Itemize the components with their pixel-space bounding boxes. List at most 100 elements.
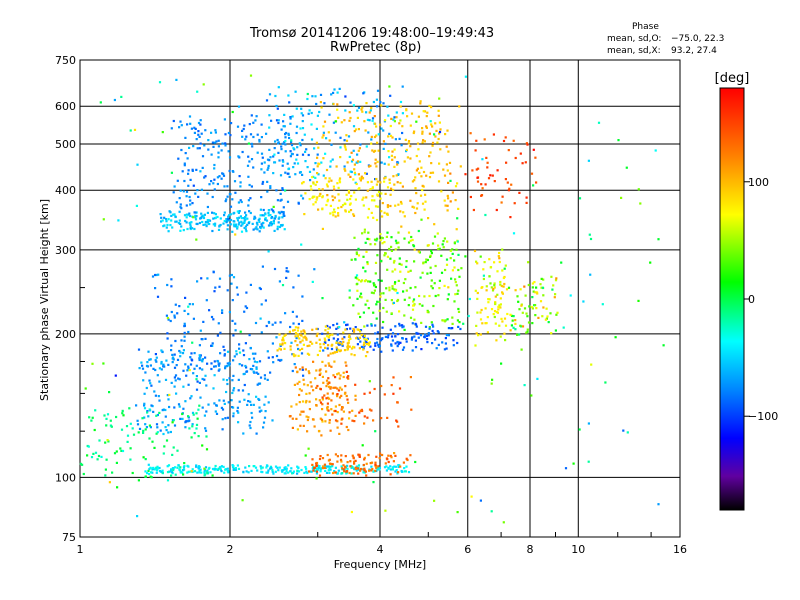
data-point bbox=[376, 205, 379, 208]
data-point bbox=[278, 225, 282, 229]
data-point bbox=[184, 420, 187, 423]
data-point bbox=[369, 462, 372, 465]
data-point bbox=[114, 374, 117, 377]
data-point bbox=[397, 342, 400, 346]
data-point bbox=[214, 213, 217, 216]
data-point bbox=[427, 332, 430, 335]
data-point bbox=[284, 342, 287, 345]
data-point bbox=[588, 233, 591, 236]
data-point bbox=[144, 423, 147, 426]
data-point bbox=[434, 294, 437, 298]
data-point bbox=[393, 452, 396, 455]
data-point bbox=[368, 111, 371, 114]
data-point bbox=[229, 218, 233, 222]
data-point bbox=[423, 208, 426, 211]
data-point bbox=[368, 165, 371, 168]
data-point bbox=[205, 470, 208, 473]
data-point bbox=[226, 470, 229, 473]
data-point bbox=[308, 372, 311, 375]
data-point bbox=[388, 289, 391, 292]
data-point bbox=[279, 192, 282, 195]
data-point bbox=[270, 119, 273, 122]
data-point bbox=[438, 97, 441, 100]
data-point bbox=[531, 322, 534, 325]
data-point bbox=[295, 125, 299, 128]
data-point bbox=[191, 303, 194, 306]
data-point bbox=[372, 419, 375, 422]
data-point bbox=[374, 158, 377, 161]
data-point bbox=[526, 330, 529, 333]
data-point bbox=[379, 295, 382, 298]
data-point bbox=[183, 339, 186, 342]
data-point bbox=[148, 472, 151, 476]
data-point bbox=[345, 364, 348, 367]
data-point bbox=[309, 340, 312, 343]
data-point bbox=[507, 286, 511, 289]
data-point bbox=[201, 155, 205, 158]
data-point bbox=[314, 176, 317, 179]
data-point bbox=[217, 228, 221, 231]
data-point bbox=[383, 177, 386, 180]
data-point bbox=[344, 169, 347, 172]
data-point bbox=[177, 403, 181, 406]
data-point bbox=[259, 225, 262, 229]
data-point bbox=[282, 339, 285, 342]
data-point bbox=[189, 225, 192, 228]
data-point bbox=[402, 461, 405, 464]
data-point bbox=[199, 123, 202, 126]
data-point bbox=[263, 171, 266, 174]
data-point bbox=[259, 317, 262, 320]
data-point bbox=[146, 411, 149, 414]
data-point bbox=[444, 133, 447, 136]
data-point bbox=[493, 180, 496, 183]
data-point bbox=[250, 469, 253, 472]
data-point bbox=[363, 341, 366, 344]
data-point bbox=[223, 402, 226, 405]
data-point bbox=[432, 304, 435, 308]
data-point bbox=[339, 386, 342, 389]
data-point bbox=[282, 120, 285, 123]
data-point bbox=[255, 432, 258, 435]
data-point bbox=[375, 165, 378, 168]
data-point bbox=[366, 416, 369, 419]
data-point bbox=[569, 294, 572, 297]
data-point bbox=[269, 371, 272, 374]
data-point bbox=[346, 398, 349, 401]
data-point bbox=[421, 304, 424, 307]
data-point bbox=[362, 347, 365, 350]
data-point bbox=[332, 185, 335, 188]
data-point bbox=[214, 141, 217, 144]
data-point bbox=[360, 175, 363, 178]
data-point bbox=[614, 336, 617, 339]
data-point bbox=[289, 345, 292, 348]
data-point bbox=[289, 348, 292, 351]
data-point bbox=[398, 310, 401, 313]
data-point bbox=[490, 382, 493, 385]
data-point bbox=[458, 105, 461, 108]
data-point bbox=[239, 330, 242, 333]
data-point bbox=[352, 330, 356, 333]
data-point bbox=[319, 470, 322, 473]
data-point bbox=[438, 162, 441, 165]
data-point bbox=[268, 159, 271, 162]
data-point bbox=[365, 462, 368, 465]
data-point bbox=[476, 262, 479, 265]
data-point bbox=[597, 121, 601, 124]
data-point bbox=[147, 463, 150, 466]
data-point bbox=[144, 470, 147, 473]
data-point bbox=[304, 466, 307, 469]
data-point bbox=[90, 456, 94, 459]
data-point bbox=[204, 337, 207, 340]
data-point bbox=[229, 205, 233, 208]
data-point bbox=[401, 131, 404, 135]
data-point bbox=[247, 400, 250, 403]
data-point bbox=[372, 292, 375, 295]
data-point bbox=[372, 282, 375, 285]
data-point bbox=[348, 289, 351, 292]
data-point bbox=[257, 397, 260, 401]
data-point bbox=[164, 408, 167, 412]
data-point bbox=[314, 469, 317, 473]
data-point bbox=[255, 366, 258, 369]
data-point bbox=[194, 214, 197, 217]
data-point bbox=[248, 424, 251, 427]
